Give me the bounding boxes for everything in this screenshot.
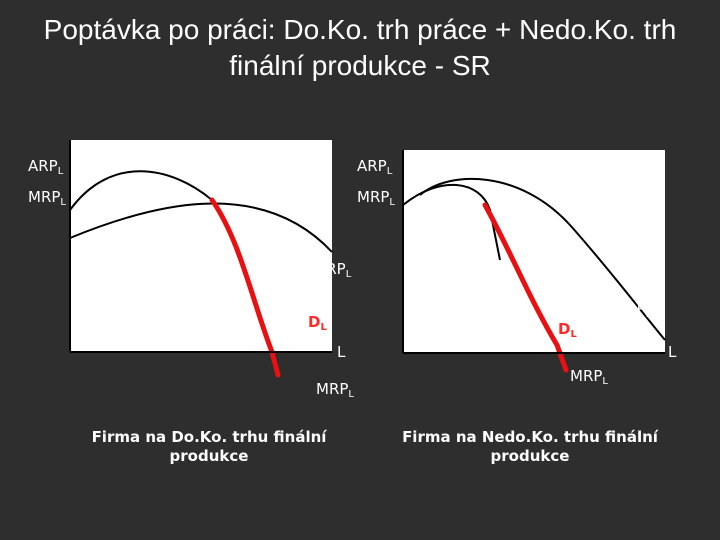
left-caption: Firma na Do.Ko. trhu finální produkce: [91, 428, 327, 465]
right-plot-area: [403, 150, 665, 353]
left-mrp-curve-label: MRPL: [316, 380, 354, 400]
left-demand-curve: [209, 197, 281, 378]
right-mrp-curve-label: MRPL: [570, 367, 608, 387]
right-x-axis-label: L: [668, 343, 677, 361]
right-arp-top-label: ARPL: [357, 157, 393, 177]
left-arp-curve-label: ARPL: [316, 260, 352, 280]
slide-title: Poptávka po práci: Do.Ko. trh práce + Ne…: [43, 14, 677, 81]
left-demand-label: DL: [308, 313, 327, 333]
right-demand-curve: [482, 202, 569, 373]
right-demand-label: DL: [558, 320, 577, 340]
right-mrp-top-label: MRPL: [357, 188, 395, 208]
left-arp-top-label: ARPL: [28, 157, 64, 177]
left-arp-curve: [69, 202, 333, 253]
right-arp-curve: [419, 177, 666, 341]
left-x-axis-label: L: [337, 343, 346, 361]
right-arp-curve-label: ARPL: [616, 300, 652, 320]
right-caption: Firma na Nedo.Ko. trhu finální produkce: [402, 428, 658, 465]
left-mrp-top-label: MRPL: [28, 188, 66, 208]
left-plot-area: [70, 140, 332, 352]
